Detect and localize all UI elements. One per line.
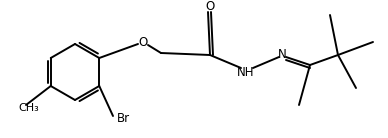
Text: O: O — [205, 0, 214, 13]
Text: O: O — [139, 36, 147, 50]
Text: Br: Br — [117, 112, 130, 124]
Text: CH₃: CH₃ — [18, 103, 39, 113]
Text: N: N — [278, 48, 286, 62]
Text: NH: NH — [237, 66, 255, 79]
